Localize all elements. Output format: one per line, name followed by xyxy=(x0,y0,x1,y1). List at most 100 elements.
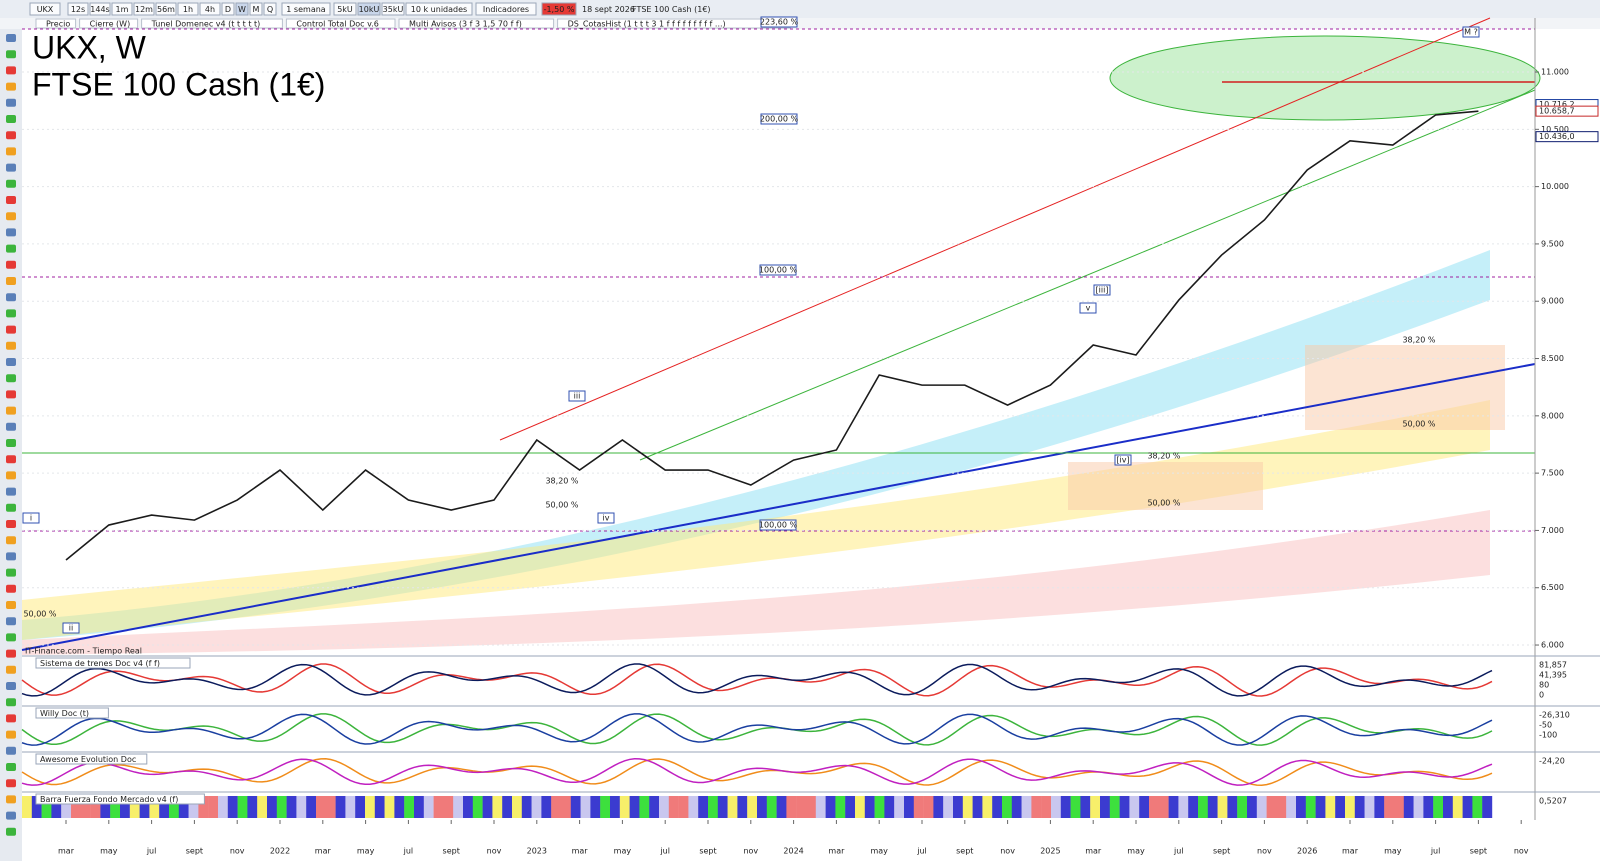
tool-icon[interactable] xyxy=(6,179,16,188)
tool-icon[interactable] xyxy=(6,536,16,545)
tool-icon[interactable] xyxy=(6,115,16,123)
tool-icon[interactable] xyxy=(6,341,16,350)
units-button-bg[interactable] xyxy=(333,2,357,16)
timeframe-button[interactable]: 144s xyxy=(90,5,109,14)
tool-icon[interactable] xyxy=(6,260,16,269)
timeframe-button[interactable]: 1h xyxy=(183,5,193,14)
panel-title-bg[interactable] xyxy=(35,793,205,805)
tool-icon[interactable] xyxy=(6,277,16,285)
timeframe-button-bg[interactable] xyxy=(235,2,249,16)
timeframe-button-bg[interactable] xyxy=(133,2,155,16)
symbol-button[interactable]: UKX xyxy=(37,5,54,14)
indicators-button-bg[interactable] xyxy=(475,2,537,16)
panel-title-bg[interactable] xyxy=(35,657,191,669)
tool-icon[interactable] xyxy=(6,82,16,91)
tool-icon[interactable] xyxy=(6,374,16,383)
units-select[interactable]: 10 k unidades xyxy=(411,5,467,14)
timeframe-button-bg[interactable] xyxy=(199,2,221,16)
indicators-button[interactable]: Indicadores xyxy=(483,5,529,14)
panel-title-bg[interactable] xyxy=(35,753,148,765)
units-button[interactable]: 10kU xyxy=(359,5,380,14)
tool-icon[interactable] xyxy=(6,293,16,302)
timeframe-button[interactable]: Q xyxy=(267,5,273,14)
units-button[interactable]: 5kU xyxy=(337,5,353,14)
units-button-bg[interactable] xyxy=(357,2,381,16)
tool-icon[interactable] xyxy=(6,98,16,107)
study-name[interactable]: Tunel Domenec v4 (t t t t t) xyxy=(151,20,261,29)
study-name[interactable]: Cierre (W) xyxy=(90,20,131,29)
tool-icon[interactable] xyxy=(6,779,16,788)
timeframe-button-bg[interactable] xyxy=(89,2,111,16)
tool-icon[interactable] xyxy=(6,471,16,480)
panel-title[interactable]: Willy Doc (t) xyxy=(40,709,89,718)
tool-icon[interactable] xyxy=(6,34,16,42)
tool-icon[interactable] xyxy=(6,730,16,739)
tool-icon[interactable] xyxy=(6,66,16,75)
tool-icon[interactable] xyxy=(6,649,16,658)
timeframe-button[interactable]: W xyxy=(238,5,246,14)
tool-icon[interactable] xyxy=(6,763,16,771)
tool-icon[interactable] xyxy=(6,422,16,431)
panel-title[interactable]: Sistema de trenes Doc v4 (f f) xyxy=(40,659,160,668)
timeframe-button[interactable]: M xyxy=(253,5,260,14)
tool-icon[interactable] xyxy=(6,439,16,447)
timeframe-button-bg[interactable] xyxy=(249,2,263,16)
tool-icon[interactable] xyxy=(6,196,16,204)
change-label[interactable]: -1,50 % xyxy=(544,5,575,14)
period-button[interactable]: 1 semana xyxy=(286,5,325,14)
tool-icon[interactable] xyxy=(6,455,16,464)
timeframe-button-bg[interactable] xyxy=(263,2,277,16)
timeframe-button-bg[interactable] xyxy=(111,2,133,16)
tool-icon[interactable] xyxy=(6,568,16,577)
timeframe-button[interactable]: 56m xyxy=(157,5,175,14)
tool-icon[interactable] xyxy=(6,228,16,237)
period-button-bg[interactable] xyxy=(281,2,331,16)
tool-icon[interactable] xyxy=(6,212,16,221)
tool-icon[interactable] xyxy=(6,665,16,674)
timeframe-button[interactable]: 12s xyxy=(71,5,85,14)
tool-icon[interactable] xyxy=(6,795,16,804)
study-tab[interactable] xyxy=(141,18,283,29)
tool-icon[interactable] xyxy=(6,746,16,755)
study-name[interactable]: Control Total Doc v.6 xyxy=(296,20,378,29)
tool-icon[interactable] xyxy=(6,811,16,820)
study-name[interactable]: DS_CotasHist (1 t t t 3 1 f f f f f f f … xyxy=(568,20,726,29)
tool-icon[interactable] xyxy=(6,601,16,609)
tool-icon[interactable] xyxy=(6,147,16,156)
tool-icon[interactable] xyxy=(6,633,16,642)
study-name[interactable]: Multi Avisos (3 f 3 1,5 70 f f) xyxy=(409,20,522,29)
tool-icon[interactable] xyxy=(6,50,16,59)
tool-icon[interactable] xyxy=(6,131,16,140)
timeframe-button-bg[interactable] xyxy=(221,2,235,16)
tool-icon[interactable] xyxy=(6,406,16,415)
tool-icon[interactable] xyxy=(6,358,16,366)
tool-icon[interactable] xyxy=(6,698,16,707)
timeframe-button[interactable]: 12m xyxy=(135,5,153,14)
study-tab[interactable] xyxy=(79,18,139,29)
tool-icon[interactable] xyxy=(6,520,16,528)
tool-icon[interactable] xyxy=(6,682,16,690)
tool-icon[interactable] xyxy=(6,584,16,593)
timeframe-button[interactable]: D xyxy=(225,5,231,14)
tool-icon[interactable] xyxy=(6,163,16,172)
timeframe-button-bg[interactable] xyxy=(155,2,177,16)
tool-icon[interactable] xyxy=(6,325,16,334)
tool-icon[interactable] xyxy=(6,487,16,496)
timeframe-button[interactable]: 4h xyxy=(205,5,215,14)
tool-icon[interactable] xyxy=(6,309,16,318)
timeframe-button-bg[interactable] xyxy=(67,2,89,16)
tool-icon[interactable] xyxy=(6,714,16,723)
study-tab[interactable] xyxy=(35,18,77,29)
panel-title[interactable]: Awesome Evolution Doc xyxy=(40,755,136,764)
change-label-bg[interactable] xyxy=(541,2,577,16)
units-button[interactable]: 35kU xyxy=(383,5,404,14)
units-button-bg[interactable] xyxy=(381,2,405,16)
tool-icon[interactable] xyxy=(6,827,16,836)
study-name[interactable]: Precio xyxy=(46,20,70,29)
timeframe-button-bg[interactable] xyxy=(177,2,199,16)
study-tab[interactable] xyxy=(398,18,555,29)
study-tab[interactable] xyxy=(285,18,396,29)
tool-icon[interactable] xyxy=(6,552,16,561)
panel-title-bg[interactable] xyxy=(35,707,109,719)
tool-icon[interactable] xyxy=(6,503,16,512)
